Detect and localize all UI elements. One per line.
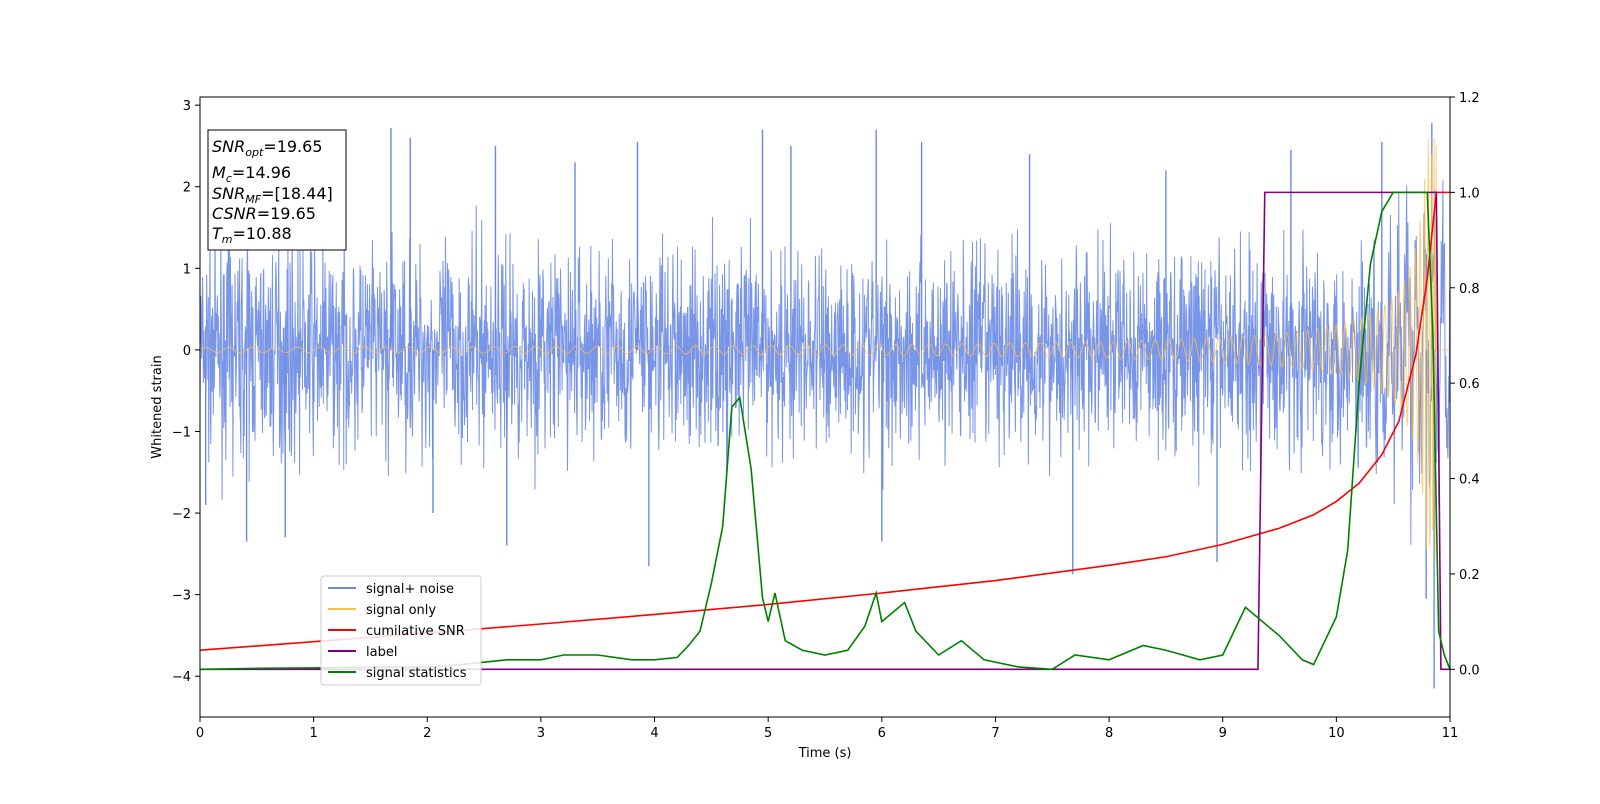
x-tick-label: 1 bbox=[309, 726, 317, 741]
series-signal-statistics-line bbox=[200, 191, 1450, 671]
legend-label: label bbox=[328, 645, 397, 660]
y-tick-label: −2 bbox=[172, 507, 191, 522]
x-tick-label: 4 bbox=[650, 726, 658, 741]
x-tick-label: 7 bbox=[991, 726, 999, 741]
y-tick-label: 1 bbox=[183, 262, 191, 277]
y2-tick-label: 1.0 bbox=[1459, 186, 1480, 201]
x-tick-label: 5 bbox=[764, 726, 772, 741]
mc-text: Mc=14.96 bbox=[212, 163, 291, 185]
y2-axis-ticks: 1.2 1.0 0.8 0.6 0.4 0.2 0.0 bbox=[1450, 91, 1480, 678]
x-tick-label: 0 bbox=[196, 726, 204, 741]
x-tick-label: 11 bbox=[1442, 726, 1459, 741]
csnr-text: CSNR=19.65 bbox=[212, 204, 316, 223]
plot-frame bbox=[199, 96, 1451, 718]
series-signal-only-line bbox=[200, 138, 1450, 562]
y2-tick-label: 0.8 bbox=[1459, 282, 1480, 297]
y-axis-ticks: 3 2 1 0 −1 −2 −3 −4 bbox=[172, 99, 200, 685]
legend-label-text: signal statistics bbox=[366, 666, 467, 681]
y-tick-label: −1 bbox=[172, 425, 191, 440]
x-axis-ticks: 0 1 2 3 4 5 6 7 8 9 10 11 bbox=[196, 717, 1458, 741]
snr-opt-text: SNRopt=19.65 bbox=[212, 137, 323, 159]
y-tick-label: 3 bbox=[183, 99, 191, 114]
y-tick-label: 0 bbox=[183, 344, 191, 359]
y2-tick-label: 0.6 bbox=[1459, 377, 1480, 392]
y-axis-label: Whitened strain bbox=[150, 355, 165, 458]
legend-label-text: label bbox=[366, 645, 397, 660]
legend-frame bbox=[320, 575, 482, 686]
legend: signal+ noise signal only cumilative SNR la… bbox=[320, 575, 482, 686]
x-axis-label: Time (s) bbox=[798, 746, 852, 761]
y2-tick-label: 1.2 bbox=[1459, 91, 1480, 106]
y-tick-label: 2 bbox=[183, 181, 191, 196]
plot-series-group bbox=[200, 123, 1450, 689]
y-tick-label: −3 bbox=[172, 589, 191, 604]
x-tick-label: 8 bbox=[1105, 726, 1113, 741]
legend-label-text: cumilative SNR bbox=[366, 624, 465, 639]
y2-tick-label: 0.2 bbox=[1459, 568, 1480, 583]
legend-signal-noise: signal+ noise bbox=[328, 582, 454, 597]
x-tick-label: 3 bbox=[537, 726, 545, 741]
y-tick-label: −4 bbox=[172, 670, 191, 685]
legend-signal-only: signal only bbox=[328, 603, 436, 618]
annotation-frame bbox=[207, 129, 347, 251]
y2-tick-label: 0.0 bbox=[1459, 663, 1480, 678]
x-tick-label: 9 bbox=[1219, 726, 1227, 741]
tm-text: Tm=10.88 bbox=[212, 224, 292, 246]
x-tick-label: 6 bbox=[878, 726, 886, 741]
legend-label-text: signal+ noise bbox=[366, 582, 454, 597]
snr-mf-text: SNRMF=[18.44] bbox=[212, 184, 333, 206]
x-tick-label: 10 bbox=[1328, 726, 1345, 741]
metrics-annotation-box: SNRopt=19.65 Mc=14.96 SNRMF=[18.44] CSNR… bbox=[207, 129, 347, 251]
series-label-line bbox=[200, 191, 1450, 671]
y2-tick-label: 0.4 bbox=[1459, 473, 1480, 488]
legend-signal-statistics: signal statistics bbox=[328, 666, 467, 681]
x-tick-label: 2 bbox=[423, 726, 431, 741]
series-cumulative-snr-line bbox=[200, 191, 1450, 652]
legend-cumulative-snr: cumilative SNR bbox=[328, 624, 465, 639]
legend-entries: signal+ noise signal only cumilative SNR la… bbox=[328, 582, 467, 681]
legend-label-text: signal only bbox=[366, 603, 436, 618]
